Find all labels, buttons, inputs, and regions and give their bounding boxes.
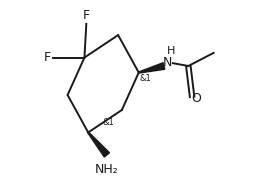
Text: &1: &1	[102, 118, 114, 127]
Text: N: N	[162, 56, 172, 69]
Text: H: H	[167, 46, 175, 56]
Text: O: O	[190, 92, 200, 105]
Text: NH₂: NH₂	[95, 163, 118, 176]
Text: F: F	[43, 51, 51, 64]
Text: &1: &1	[139, 74, 151, 83]
Text: F: F	[83, 9, 89, 22]
Polygon shape	[138, 63, 164, 73]
Polygon shape	[87, 132, 109, 157]
